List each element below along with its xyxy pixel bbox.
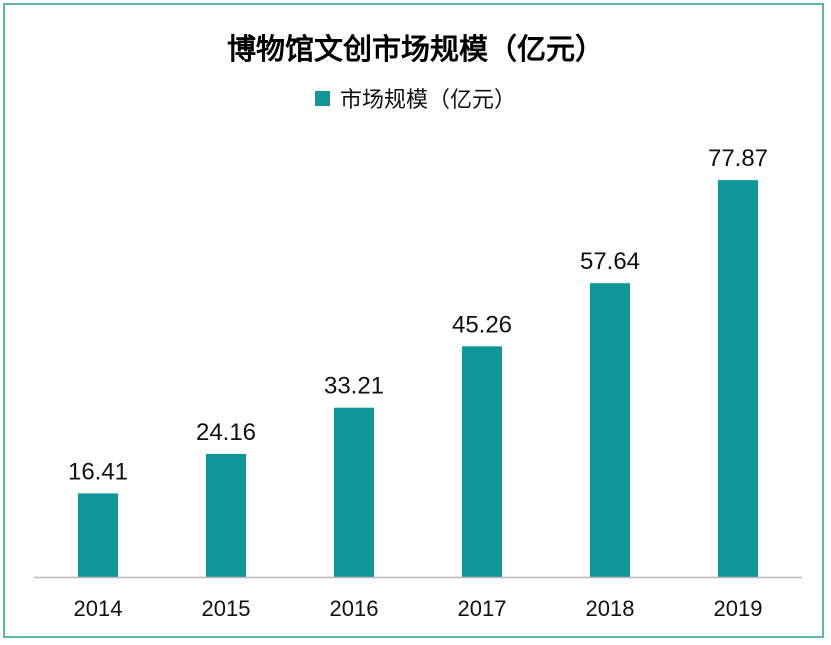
bar-2016 — [334, 407, 374, 577]
x-tick-labels: 2014 2015 2016 2017 2018 2019 — [74, 596, 763, 621]
legend-label: 市场规模（亿元） — [339, 88, 516, 113]
data-label-2014: 16.41 — [68, 458, 128, 485]
data-label-2015: 24.16 — [196, 419, 256, 446]
data-label-2017: 45.26 — [452, 311, 512, 338]
bar-2017 — [462, 346, 502, 577]
bar-2018 — [590, 283, 630, 577]
chart-title: 博物馆文创市场规模（亿元） — [226, 32, 604, 66]
x-tick-2016: 2016 — [330, 596, 379, 621]
x-tick-2017: 2017 — [458, 596, 507, 621]
x-tick-2015: 2015 — [202, 596, 251, 621]
bar-2015 — [206, 453, 246, 577]
legend: 市场规模（亿元） — [0, 82, 831, 114]
bar-2019 — [718, 180, 758, 577]
bars-group: 16.41 24.16 33.21 45.26 57.64 77.87 — [68, 145, 768, 577]
chart-frame — [3, 3, 824, 638]
bar-2014 — [78, 493, 118, 577]
data-label-2018: 57.64 — [580, 248, 640, 275]
legend-swatch — [314, 90, 330, 106]
x-tick-2019: 2019 — [714, 596, 763, 621]
data-label-2016: 33.21 — [324, 373, 384, 400]
x-tick-2014: 2014 — [74, 596, 123, 621]
data-label-2019: 77.87 — [708, 145, 768, 172]
x-tick-2018: 2018 — [586, 596, 635, 621]
